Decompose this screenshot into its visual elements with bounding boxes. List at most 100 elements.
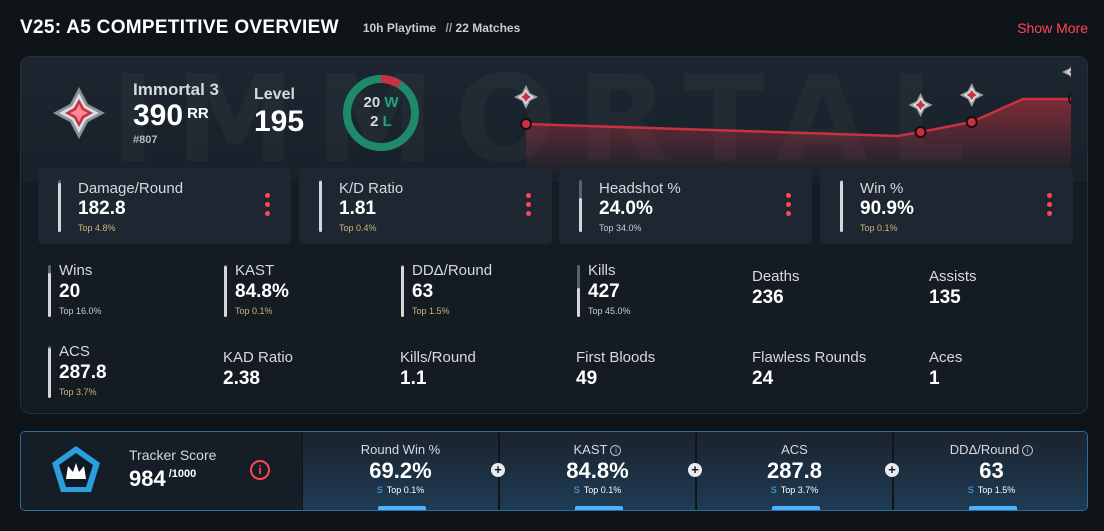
- playtime-matches: 10h Playtime // 22 Matches: [363, 21, 520, 35]
- stat-label: ACS: [59, 343, 90, 360]
- stat-label: Aces: [929, 349, 963, 366]
- tracker-score-summary: Tracker Score 984/1000 i: [21, 432, 303, 510]
- stat-item: KAD Ratio 2.38: [223, 338, 393, 398]
- tracker-metric-cell: DDΔ/Round i 63 S Top 1.5%: [893, 432, 1087, 510]
- percentile-bar: [48, 346, 51, 398]
- rank-text: Top 3.7%: [780, 485, 819, 495]
- rank-marker-icon: [1062, 66, 1071, 78]
- featured-stat-card[interactable]: Headshot % 24.0% Top 34.0%: [559, 168, 812, 244]
- stat-label: K/D Ratio: [339, 180, 404, 197]
- metric-indicator: [575, 506, 623, 510]
- chart-point: [520, 118, 532, 130]
- tracker-score-max: /1000: [168, 468, 197, 480]
- percentile-bar: [840, 180, 843, 232]
- metric-value: 63: [979, 458, 1004, 483]
- meta-separator: //: [445, 21, 453, 35]
- plus-icon[interactable]: +: [491, 463, 505, 477]
- level-label: Level: [254, 86, 295, 103]
- stat-value: 1.1: [400, 368, 427, 389]
- stat-value: 2.38: [223, 368, 260, 389]
- more-options-icon[interactable]: [1047, 193, 1053, 217]
- stat-item: ACS 287.8 Top 3.7%: [41, 338, 211, 398]
- metric-value: 84.8%: [566, 458, 629, 483]
- losses-letter: L: [382, 113, 392, 130]
- stat-value: 1: [929, 368, 940, 389]
- metric-value: 287.8: [766, 458, 823, 483]
- tier-badge: S: [376, 485, 383, 495]
- metric-value: 69.2%: [369, 458, 432, 483]
- leaderboard-position: #807: [133, 134, 158, 146]
- stat-label: Assists: [929, 268, 977, 285]
- percentile-bar: [319, 180, 322, 232]
- plus-icon[interactable]: +: [688, 463, 702, 477]
- stat-value: 135: [929, 287, 961, 308]
- stat-value: 20: [59, 281, 81, 302]
- stat-value: 63: [412, 281, 434, 302]
- stat-label: DDΔ/Round: [412, 262, 493, 279]
- rank-text: Top 1.5%: [977, 485, 1016, 495]
- rank-marker-icon: [908, 93, 933, 117]
- stat-item: First Bloods 49: [576, 338, 746, 398]
- stat-value: 84.8%: [235, 281, 289, 302]
- stat-label: Headshot %: [599, 180, 681, 197]
- featured-stat-card[interactable]: K/D Ratio 1.81 Top 0.4%: [299, 168, 552, 244]
- tier-badge: S: [967, 485, 974, 495]
- show-more-link[interactable]: Show More: [1017, 20, 1088, 36]
- rank-history-chart: [514, 66, 1071, 173]
- immortal-rank-icon: [53, 87, 105, 139]
- percentile-bar: [577, 265, 580, 317]
- tracker-metric-cell: Round Win % 69.2% S Top 0.1%: [302, 432, 498, 510]
- tracker-score-label: Tracker Score: [129, 447, 217, 463]
- tracker-score-number: 984: [129, 466, 166, 491]
- info-icon[interactable]: i: [250, 460, 270, 480]
- loss-arc: [343, 75, 419, 151]
- win-loss-ring: [343, 75, 419, 151]
- stat-label: Win %: [860, 180, 904, 197]
- level-value: 195: [254, 105, 305, 138]
- stat-rank: Top 0.1%: [860, 223, 898, 233]
- stat-rank: Top 34.0%: [599, 223, 642, 233]
- rank-text: Top 0.1%: [386, 485, 425, 495]
- more-options-icon[interactable]: [786, 193, 792, 217]
- metric-label-text: KAST: [573, 442, 608, 457]
- stat-item: DDΔ/Round 63 Top 1.5%: [394, 257, 564, 317]
- tracker-metric-cell: KAST i 84.8% S Top 0.1%: [499, 432, 695, 510]
- tier-badge: S: [770, 485, 777, 495]
- rank-name: Immortal 3: [133, 80, 219, 99]
- stat-rank: Top 16.0%: [59, 306, 102, 316]
- stat-label: Damage/Round: [78, 180, 184, 197]
- metric-indicator: [969, 506, 1017, 510]
- stat-item: Assists 135: [929, 257, 1087, 317]
- plus-icon[interactable]: +: [885, 463, 899, 477]
- metric-label-text: ACS: [781, 442, 808, 457]
- wins-letter: W: [384, 94, 399, 111]
- percentile-bar: [579, 180, 582, 232]
- win-loss-text: 20 W 2 L: [341, 93, 421, 131]
- info-icon[interactable]: i: [1022, 445, 1034, 457]
- more-options-icon[interactable]: [526, 193, 532, 217]
- stat-rank: Top 4.8%: [78, 223, 116, 233]
- rank-text: Top 0.1%: [583, 485, 622, 495]
- featured-stat-card[interactable]: Damage/Round 182.8 Top 4.8%: [38, 168, 291, 244]
- rank-marker-icon: [514, 85, 538, 109]
- metric-rank: S Top 0.1%: [303, 485, 498, 495]
- matches-text: 22 Matches: [455, 21, 521, 35]
- stat-item: Kills/Round 1.1: [400, 338, 570, 398]
- stat-rank: Top 0.1%: [235, 306, 273, 316]
- featured-stat-card[interactable]: Win % 90.9% Top 0.1%: [820, 168, 1073, 244]
- stat-item: Deaths 236: [752, 257, 922, 317]
- overview-header: V25: A5 COMPETITIVE OVERVIEW 10h Playtim…: [20, 14, 1088, 42]
- chart-line: [525, 97, 1071, 138]
- metric-label: ACS: [697, 442, 892, 457]
- losses-count: 2: [370, 113, 379, 130]
- stat-item: KAST 84.8% Top 0.1%: [217, 257, 387, 317]
- percentile-bar: [58, 180, 61, 232]
- more-options-icon[interactable]: [265, 193, 271, 217]
- stat-value: 24: [752, 368, 774, 389]
- info-icon[interactable]: i: [610, 445, 622, 457]
- stat-item: Kills 427 Top 45.0%: [570, 257, 740, 317]
- stat-item: Aces 1: [929, 338, 1087, 398]
- rr-value: 390: [133, 99, 184, 132]
- chart-point: [1068, 93, 1071, 105]
- percentile-bar: [48, 265, 51, 317]
